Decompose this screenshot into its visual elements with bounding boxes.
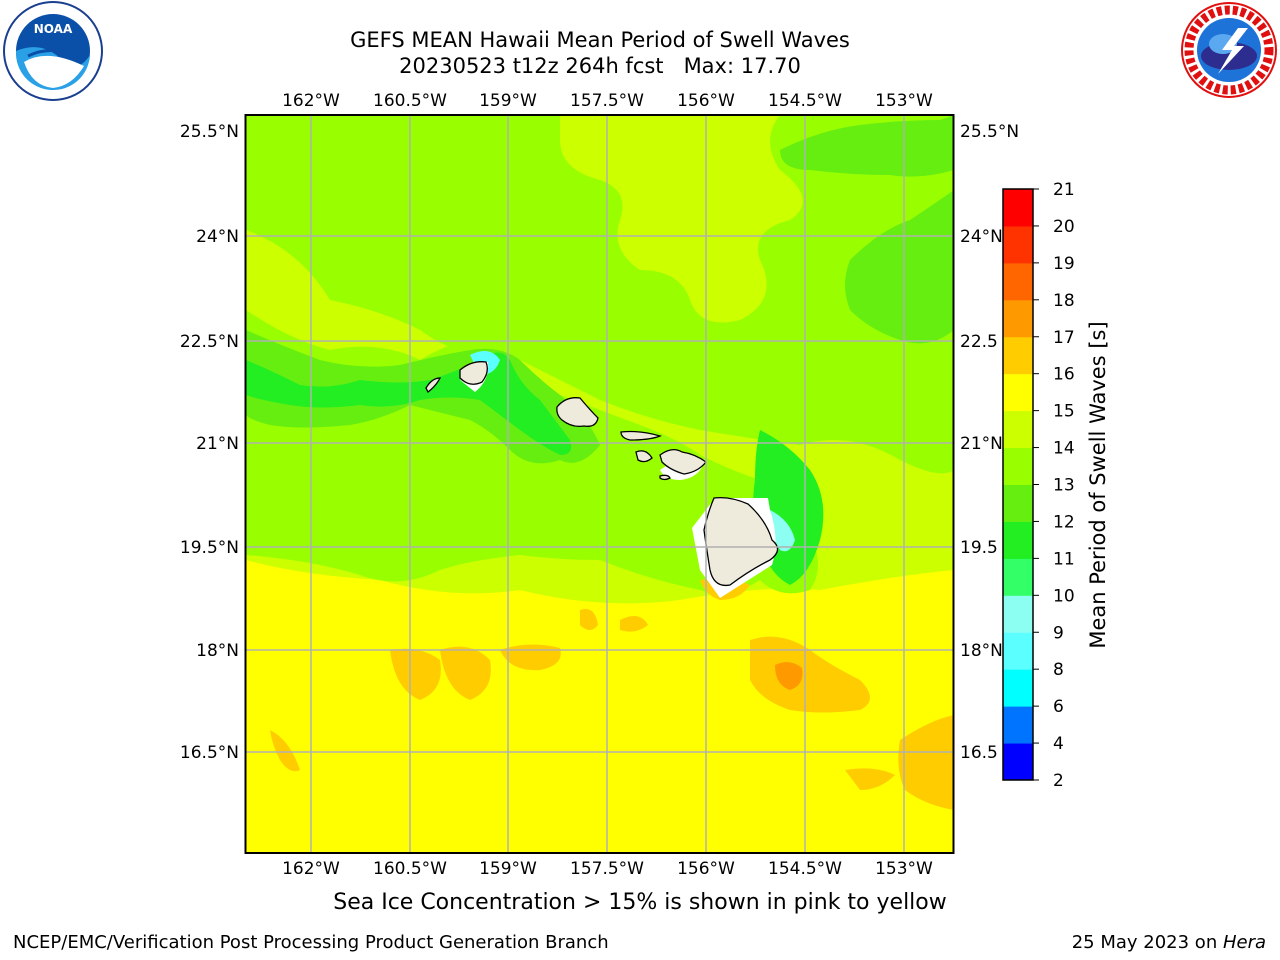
lat-tick-label: 24°N	[196, 227, 239, 247]
lon-tick-label: 156°W	[677, 91, 735, 111]
lat-labels-right: 25.5°N 24°N 22.5 21°N 19.5 18°N 16.5	[960, 122, 1019, 763]
lon-tick-label: 160.5°W	[373, 91, 447, 111]
colorbar-segment	[1003, 669, 1033, 707]
colorbar-segment	[1003, 373, 1033, 412]
lat-tick-label: 19.5	[960, 538, 998, 558]
footer-credit: NCEP/EMC/Verification Post Processing Pr…	[13, 932, 609, 953]
lon-tick-label: 159°W	[479, 91, 537, 111]
lat-tick-label: 24°N	[960, 227, 1003, 247]
colorbar-label: Mean Period of Swell Waves [s]	[1086, 321, 1110, 648]
lon-tick-label: 156°W	[677, 859, 735, 879]
swell-period-field	[246, 115, 954, 853]
map-frame	[244, 114, 955, 854]
colorbar-segment	[1003, 262, 1033, 301]
colorbar-segment	[1003, 410, 1033, 449]
lon-tick-label: 159°W	[479, 859, 537, 879]
graticule	[246, 115, 954, 853]
lon-tick-label: 153°W	[875, 859, 933, 879]
lon-tick-label: 157.5°W	[570, 859, 644, 879]
colorbar-tick-label: 15	[1053, 402, 1075, 422]
footer-date-text: 25 May 2023 on	[1071, 932, 1223, 953]
lon-labels-bottom: 162°W 160.5°W 159°W 157.5°W 156°W 154.5°W 153°…	[282, 859, 933, 879]
colorbar-segment	[1003, 225, 1033, 264]
colorbar-segment	[1003, 521, 1033, 559]
lat-tick-label: 21°N	[960, 434, 1003, 454]
colorbar-tick-label: 16	[1053, 365, 1075, 385]
nws-logo	[1181, 2, 1277, 98]
lat-tick-label: 16.5	[960, 743, 998, 763]
colorbar-tick-label: 18	[1053, 291, 1075, 311]
colorbar: 2 4 6 8 9 10 11 12 13 14 15 16 17 18 19 20 21	[1002, 180, 1075, 791]
colorbar-segment	[1003, 336, 1033, 375]
colorbar-segment	[1003, 189, 1033, 227]
island-coastlines	[425, 361, 779, 587]
colorbar-tick-label: 20	[1053, 217, 1075, 237]
footer-date: 25 May 2023 on Hera	[1072, 932, 1266, 953]
lat-tick-label: 22.5°N	[180, 332, 239, 352]
lon-tick-label: 162°W	[282, 859, 340, 879]
colorbar-tick-label: 6	[1053, 697, 1064, 717]
colorbar-tick-label: 4	[1053, 734, 1064, 754]
colorbar-tick-label: 8	[1053, 660, 1064, 680]
colorbar-segment	[1003, 595, 1033, 633]
lat-tick-label: 22.5	[960, 332, 998, 352]
lon-labels-top: 162°W 160.5°W 159°W 157.5°W 156°W 154.5°W 153°…	[282, 91, 933, 111]
lon-tick-label: 162°W	[282, 91, 340, 111]
map-title: GEFS MEAN Hawaii Mean Period of Swell Wa…	[350, 28, 850, 52]
colorbar-tick-label: 9	[1053, 623, 1064, 643]
colorbar-segment	[1003, 743, 1033, 781]
lon-tick-label: 157.5°W	[570, 91, 644, 111]
colorbar-segment	[1003, 632, 1033, 670]
lon-tick-label: 154.5°W	[768, 91, 842, 111]
lat-tick-label: 21°N	[196, 434, 239, 454]
colorbar-segment	[1003, 706, 1033, 744]
colorbar-tick-label: 17	[1053, 328, 1075, 348]
colorbar-tick-label: 2	[1053, 771, 1064, 791]
lat-tick-label: 18°N	[196, 641, 239, 661]
svg-text:NOAA: NOAA	[34, 22, 73, 36]
colorbar-tick-label: 11	[1053, 549, 1075, 569]
noaa-logo: NOAA	[3, 1, 103, 101]
colorbar-segment	[1003, 299, 1033, 338]
lat-labels-left: 25.5°N 24°N 22.5°N 21°N 19.5°N 18°N 16.5°N	[180, 122, 239, 763]
colorbar-tick-label: 21	[1053, 180, 1075, 200]
lat-tick-label: 18°N	[960, 641, 1003, 661]
colorbar-segment	[1003, 484, 1033, 522]
lon-tick-label: 154.5°W	[768, 859, 842, 879]
colorbar-tick-label: 10	[1053, 586, 1075, 606]
colorbar-tick-label: 13	[1053, 476, 1075, 496]
footer-host: Hera	[1222, 932, 1266, 953]
colorbar-segment	[1003, 558, 1033, 596]
colorbar-tick-label: 12	[1053, 512, 1075, 532]
lon-tick-label: 160.5°W	[373, 859, 447, 879]
lon-tick-label: 153°W	[875, 91, 933, 111]
map-subtitle: 20230523 t12z 264h fcst Max: 17.70	[399, 54, 801, 78]
colorbar-tick-label: 14	[1053, 439, 1075, 459]
colorbar-tick-label: 19	[1053, 254, 1075, 274]
colorbar-segment	[1003, 447, 1033, 485]
lat-tick-label: 16.5°N	[180, 743, 239, 763]
lat-tick-label: 19.5°N	[180, 538, 239, 558]
sea-ice-note: Sea Ice Concentration > 15% is shown in …	[333, 890, 947, 915]
lat-tick-label: 25.5°N	[180, 122, 239, 142]
lat-tick-label: 25.5°N	[960, 122, 1019, 142]
